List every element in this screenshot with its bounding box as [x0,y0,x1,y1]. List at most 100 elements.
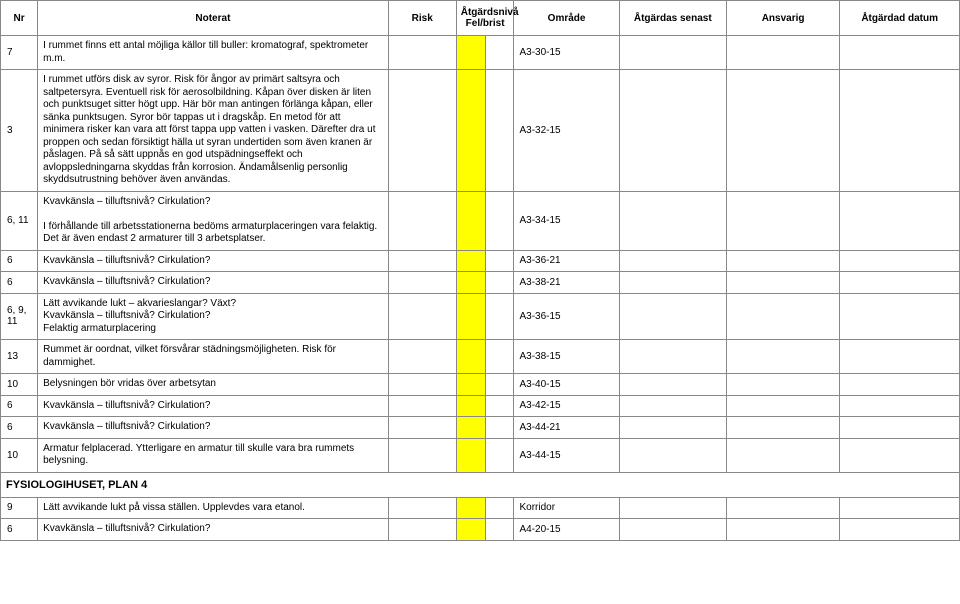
cell-note: Armatur felplacerad. Ytterligare en arma… [38,438,389,472]
cell-area: A3-44-21 [514,417,619,439]
cell-ansvarig [726,191,839,250]
cell-risk [388,497,456,519]
col-noterat: Noterat [38,1,389,36]
table-row: 6Kvavkänsla – tilluftsnivå? Cirkulation?… [1,395,960,417]
cell-nr: 6 [1,272,38,294]
cell-note: Kvavkänsla – tilluftsnivå? Cirkulation? … [38,191,389,250]
cell-atgardad [840,293,960,340]
cell-level-1 [456,340,485,374]
cell-level-2 [485,374,514,396]
cell-ansvarig [726,519,839,541]
cell-level-1 [456,250,485,272]
cell-level-1 [456,417,485,439]
cell-atgardad [840,497,960,519]
table-row: 10Armatur felplacerad. Ytterligare en ar… [1,438,960,472]
section-header: FYSIOLOGIHUSET, PLAN 4 [1,472,960,497]
cell-level-2 [485,293,514,340]
cell-level-1 [456,36,485,70]
cell-senast [619,250,726,272]
cell-level-2 [485,250,514,272]
cell-nr: 6 [1,519,38,541]
col-risk: Risk [388,1,456,36]
cell-senast [619,417,726,439]
cell-senast [619,272,726,294]
cell-note: Rummet är oordnat, vilket försvårar städ… [38,340,389,374]
cell-level-2 [485,395,514,417]
col-nr: Nr [1,1,38,36]
table-row: 6, 9, 11Lätt avvikande lukt – akvariesla… [1,293,960,340]
cell-level-1 [456,497,485,519]
cell-atgardad [840,272,960,294]
cell-ansvarig [726,417,839,439]
cell-senast [619,374,726,396]
cell-senast [619,340,726,374]
cell-senast [619,191,726,250]
cell-risk [388,519,456,541]
cell-ansvarig [726,293,839,340]
cell-senast [619,497,726,519]
cell-level-2 [485,519,514,541]
cell-atgardad [840,191,960,250]
cell-risk [388,272,456,294]
cell-senast [619,519,726,541]
cell-ansvarig [726,438,839,472]
col-senast: Åtgärdas senast [619,1,726,36]
cell-level-2 [485,36,514,70]
col-omrade: Område [514,1,619,36]
header-row: Nr Noterat Risk Åtgärdsnivå Fel/brist Om… [1,1,960,36]
cell-area: Korridor [514,497,619,519]
cell-senast [619,438,726,472]
cell-note: Belysningen bör vridas över arbetsytan [38,374,389,396]
cell-risk [388,438,456,472]
cell-area: A3-34-15 [514,191,619,250]
table-row: 6Kvavkänsla – tilluftsnivå? Cirkulation?… [1,417,960,439]
table-row: 6Kvavkänsla – tilluftsnivå? Cirkulation?… [1,250,960,272]
cell-ansvarig [726,374,839,396]
cell-senast [619,293,726,340]
table-row: 9Lätt avvikande lukt på vissa ställen. U… [1,497,960,519]
cell-nr: 7 [1,36,38,70]
cell-area: A3-30-15 [514,36,619,70]
cell-note: Kvavkänsla – tilluftsnivå? Cirkulation? [38,272,389,294]
table-row: 10Belysningen bör vridas över arbetsytan… [1,374,960,396]
cell-level-1 [456,395,485,417]
cell-atgardad [840,70,960,192]
cell-nr: 6 [1,417,38,439]
cell-level-2 [485,272,514,294]
cell-area: A3-32-15 [514,70,619,192]
cell-note: I rummet utförs disk av syror. Risk för … [38,70,389,192]
section-title: FYSIOLOGIHUSET, PLAN 4 [1,472,960,497]
cell-level-1 [456,70,485,192]
cell-nr: 3 [1,70,38,192]
table-row: 7I rummet finns ett antal möjliga källor… [1,36,960,70]
cell-risk [388,250,456,272]
cell-area: A3-38-21 [514,272,619,294]
cell-level-1 [456,438,485,472]
cell-risk [388,293,456,340]
cell-level-2 [485,417,514,439]
cell-ansvarig [726,340,839,374]
col-atgardsniva: Åtgärdsnivå Fel/brist [456,1,514,36]
cell-senast [619,70,726,192]
col-atgardad-datum: Åtgärdad datum [840,1,960,36]
cell-note: Kvavkänsla – tilluftsnivå? Cirkulation? [38,395,389,417]
cell-nr: 13 [1,340,38,374]
cell-atgardad [840,519,960,541]
cell-note: Lätt avvikande lukt på vissa ställen. Up… [38,497,389,519]
cell-risk [388,70,456,192]
cell-ansvarig [726,395,839,417]
cell-ansvarig [726,272,839,294]
cell-senast [619,395,726,417]
cell-ansvarig [726,70,839,192]
cell-level-2 [485,497,514,519]
cell-risk [388,417,456,439]
cell-level-2 [485,438,514,472]
cell-area: A3-38-15 [514,340,619,374]
cell-nr: 6, 9, 11 [1,293,38,340]
cell-nr: 9 [1,497,38,519]
risk-table: Nr Noterat Risk Åtgärdsnivå Fel/brist Om… [0,0,960,541]
cell-area: A3-40-15 [514,374,619,396]
table-row: 6Kvavkänsla – tilluftsnivå? Cirkulation?… [1,519,960,541]
cell-senast [619,36,726,70]
cell-risk [388,340,456,374]
